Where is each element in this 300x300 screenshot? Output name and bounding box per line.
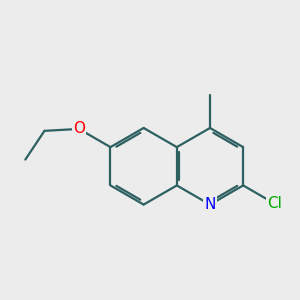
Text: O: O: [73, 122, 85, 136]
Text: N: N: [204, 197, 216, 212]
Text: Cl: Cl: [267, 196, 282, 211]
